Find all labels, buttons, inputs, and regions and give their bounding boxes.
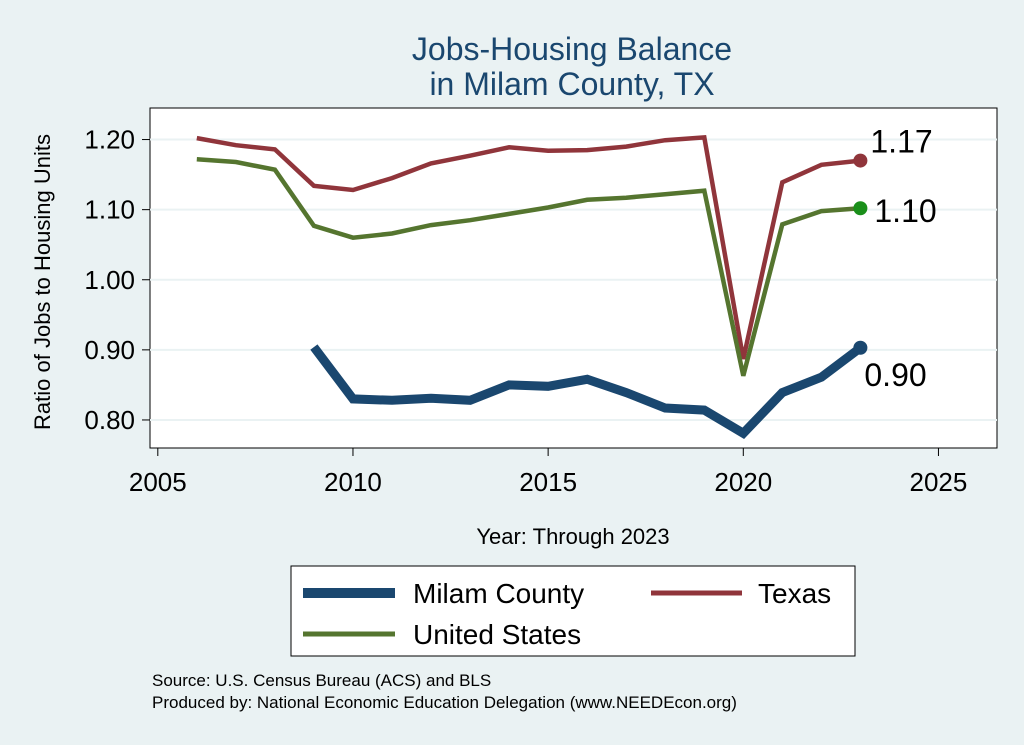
legend-box: [290, 565, 856, 657]
series-line-united-states: [196, 156, 861, 377]
chart-title-line-2: in Milam County, TX: [429, 66, 714, 102]
x-tick-label: 2015: [519, 467, 577, 497]
y-tick-label: 0.90: [84, 335, 135, 365]
end-label-texas: 1.17: [870, 124, 932, 160]
series-lines: [196, 135, 864, 439]
x-tick-label: 2005: [129, 467, 187, 497]
produced-by-note: Produced by: National Economic Education…: [152, 693, 737, 712]
end-label-united-states: 1.10: [874, 193, 936, 229]
y-tick-label: 1.10: [84, 195, 135, 225]
x-axis-label: Year: Through 2023: [476, 524, 669, 549]
legend-label-united-states: United States: [413, 619, 581, 650]
legend-label-texas: Texas: [758, 578, 831, 609]
y-tick-label: 1.20: [84, 125, 135, 155]
end-marker-milam-county: [853, 340, 868, 355]
x-tick-label: 2010: [324, 467, 382, 497]
end-marker-texas: [853, 153, 868, 168]
x-axis-ticks: 2005 2010 2015 2020 2025: [129, 448, 967, 497]
y-tick-label: 1.00: [84, 265, 135, 295]
x-tick-label: 2025: [910, 467, 968, 497]
end-label-milam-county: 0.90: [864, 357, 926, 393]
end-markers: 1.17 1.10 0.90: [853, 124, 937, 393]
y-axis-label: Ratio of Jobs to Housing Units: [30, 134, 55, 430]
chart-title-line-1: Jobs-Housing Balance: [412, 31, 732, 67]
legend-label-milam-county: Milam County: [413, 578, 584, 609]
y-tick-label: 0.80: [84, 405, 135, 435]
source-note: Source: U.S. Census Bureau (ACS) and BLS: [152, 671, 491, 690]
series-line-texas: [196, 135, 861, 360]
y-axis-ticks: 0.80 0.90 1.00 1.10 1.20: [84, 125, 150, 435]
end-marker-united-states: [853, 201, 868, 216]
x-tick-label: 2020: [714, 467, 772, 497]
series-line-milam-county: [310, 344, 864, 439]
